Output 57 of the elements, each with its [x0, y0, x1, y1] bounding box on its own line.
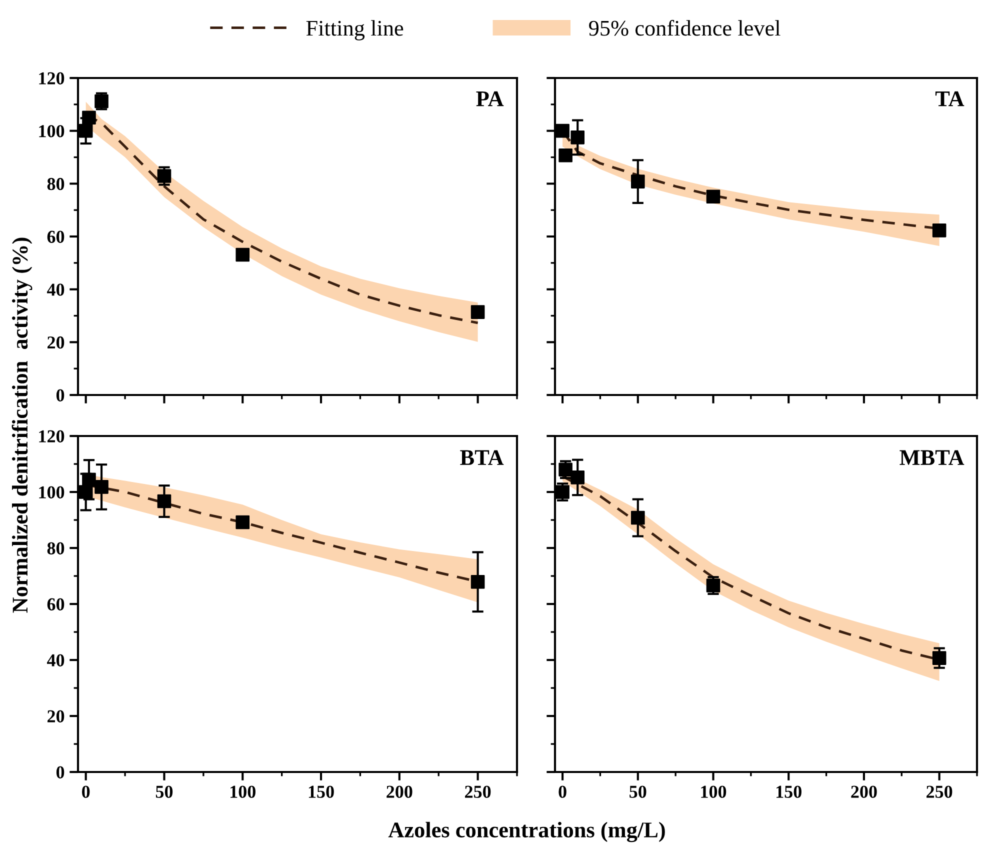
y-tick-label: 80 [47, 542, 64, 554]
point [630, 510, 645, 525]
legend-label: 95% confidence level [589, 20, 780, 36]
point [556, 124, 570, 138]
point [78, 485, 93, 499]
point [706, 190, 720, 204]
x-tick-label: 250 [926, 786, 952, 798]
x-tick-label: 0 [82, 786, 90, 798]
annotation: MBTA [900, 450, 964, 465]
point [236, 515, 250, 530]
point [706, 578, 720, 592]
point [236, 248, 250, 262]
point [470, 305, 485, 319]
point [558, 148, 572, 162]
point [82, 110, 96, 125]
x-tick-label: 100 [701, 786, 726, 798]
point [570, 470, 585, 484]
y-tick-label: 80 [47, 178, 64, 190]
x-tick-label: 50 [156, 786, 173, 798]
y-tick-label: 0 [56, 389, 64, 402]
point [470, 574, 485, 589]
point [78, 124, 93, 138]
y-tick-label: 20 [48, 710, 64, 722]
y-tick-label: 40 [47, 654, 64, 666]
legend-label: Fitting line [306, 20, 404, 40]
point [932, 651, 946, 665]
annotation: PA [476, 91, 504, 106]
x-axis-title: Azoles concentrations (mg/L) [388, 822, 665, 842]
y-tick-label: 60 [47, 230, 64, 243]
y-tick-label: 120 [39, 430, 64, 442]
annotation: BTA [460, 450, 504, 465]
y-tick-label: 120 [39, 72, 64, 84]
x-tick-label: 150 [776, 786, 802, 798]
y-axis-title: Normalized denitrification activity (%) [12, 238, 32, 613]
x-tick-label: 200 [851, 786, 877, 798]
y-tick-label: 20 [48, 336, 64, 349]
point [570, 130, 585, 144]
point [630, 174, 645, 188]
y-tick-label: 100 [39, 125, 64, 138]
x-tick-label: 150 [308, 786, 334, 798]
y-tick-label: 100 [39, 486, 64, 498]
annotation: TA [935, 91, 964, 106]
y-tick-label: 40 [47, 284, 64, 296]
y-tick-label: 60 [47, 598, 64, 610]
point [558, 462, 572, 477]
point [556, 485, 570, 499]
x-tick-label: 250 [465, 786, 491, 798]
x-tick-label: 50 [630, 786, 646, 798]
point [932, 224, 946, 238]
x-tick-label: 100 [230, 786, 256, 798]
point [157, 169, 172, 183]
y-tick-label: 0 [56, 766, 64, 778]
x-tick-label: 200 [386, 786, 412, 798]
point [94, 480, 108, 494]
x-tick-label: 0 [558, 786, 566, 798]
point [157, 494, 172, 508]
point [82, 472, 96, 487]
